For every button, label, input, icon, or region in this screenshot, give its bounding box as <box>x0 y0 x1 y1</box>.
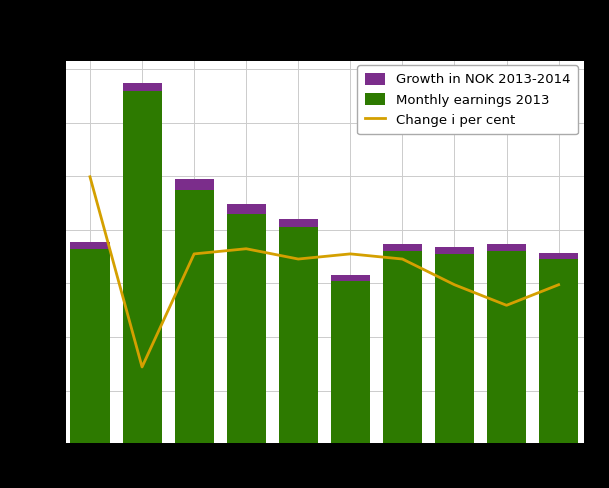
Change i per cent <box>555 282 562 287</box>
Bar <box>227 214 266 444</box>
Bar <box>383 251 422 444</box>
Bar <box>487 244 526 251</box>
Bar <box>175 179 214 190</box>
Legend: Growth in NOK 2013-2014, Monthly earnings 2013, Change i per cent: Growth in NOK 2013-2014, Monthly earning… <box>357 65 578 135</box>
Bar <box>331 281 370 444</box>
Bar <box>71 249 110 444</box>
Line: Change i per cent: Change i per cent <box>90 177 558 367</box>
Bar <box>122 91 161 444</box>
Bar <box>175 190 214 444</box>
Change i per cent <box>242 246 250 252</box>
Change i per cent <box>138 364 146 370</box>
Bar <box>539 253 578 259</box>
Bar <box>71 242 110 249</box>
Change i per cent <box>295 256 302 262</box>
Change i per cent <box>399 256 406 262</box>
Change i per cent <box>451 282 458 287</box>
Change i per cent <box>191 251 198 257</box>
Bar <box>279 227 318 444</box>
Bar <box>122 82 161 91</box>
Bar <box>435 254 474 444</box>
Bar <box>331 275 370 281</box>
Bar <box>539 259 578 444</box>
Change i per cent <box>347 251 354 257</box>
Bar <box>279 219 318 227</box>
Bar <box>435 247 474 254</box>
Change i per cent <box>503 303 510 308</box>
Change i per cent <box>86 174 94 180</box>
Bar <box>383 244 422 251</box>
Bar <box>487 251 526 444</box>
Bar <box>227 204 266 214</box>
